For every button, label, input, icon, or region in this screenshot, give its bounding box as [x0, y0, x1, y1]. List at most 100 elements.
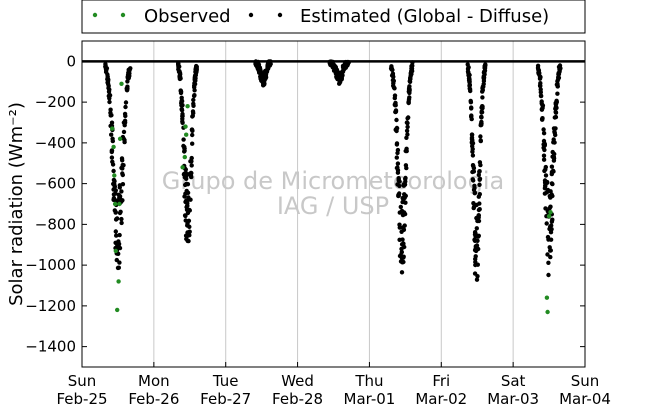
estimated-point [107, 99, 112, 105]
estimated-point [328, 61, 333, 66]
estimated-point [545, 252, 550, 257]
estimated-point [539, 101, 544, 106]
estimated-point [192, 82, 197, 87]
estimated-point [550, 181, 555, 187]
estimated-point [481, 78, 487, 84]
estimated-point [469, 106, 474, 111]
estimated-point [397, 253, 403, 259]
plot-frame [81, 40, 586, 368]
estimated-point [176, 61, 181, 67]
estimated-point [541, 131, 547, 136]
estimated-point [266, 66, 271, 71]
estimated-point [397, 225, 402, 230]
y-tick-label: −400 [35, 134, 76, 152]
estimated-point [106, 77, 111, 82]
estimated-point [189, 155, 194, 161]
y-tick-label: −1400 [25, 338, 76, 356]
estimated-point [470, 153, 476, 158]
estimated-point [183, 167, 188, 172]
observed-point [546, 214, 552, 219]
estimated-point [540, 117, 545, 122]
estimated-point [403, 176, 408, 182]
estimated-point [398, 204, 403, 210]
estimated-point [182, 175, 187, 180]
estimated-point [123, 100, 129, 105]
watermark: Grupo de Micrometeorologia IAG / USP [162, 167, 504, 220]
estimated-point [194, 63, 199, 69]
estimated-point [112, 208, 118, 213]
estimated-point [392, 95, 397, 101]
estimated-point [546, 260, 551, 265]
estimated-point [189, 174, 194, 180]
estimated-point [109, 149, 115, 155]
estimated-point [180, 119, 185, 124]
estimated-point [471, 204, 477, 209]
observed-point [117, 201, 122, 207]
estimated-point [183, 199, 189, 204]
estimated-point [403, 193, 408, 198]
observed-point [185, 104, 190, 109]
estimated-point [473, 259, 478, 265]
estimated-point [404, 135, 409, 140]
estimated-point [182, 194, 187, 199]
estimated-point [191, 97, 196, 103]
estimated-point [396, 177, 401, 182]
y-axis: 0 −200 −400 −600 −800 −1000 −1200 −1400 [25, 52, 585, 356]
estimated-point [470, 141, 476, 146]
x-axis: SunFeb-25MonFeb-26TueFeb-27WedFeb-28ThuM… [56, 362, 611, 408]
estimated-point [542, 168, 547, 174]
y-tick-label: −800 [35, 215, 76, 233]
estimated-point [401, 227, 407, 232]
estimated-point [406, 100, 411, 106]
estimated-point [402, 244, 407, 250]
observed-point [183, 124, 188, 129]
estimated-point [394, 142, 400, 147]
estimated-point [550, 149, 555, 155]
estimated-point [542, 178, 548, 183]
estimated-point [119, 189, 124, 194]
estimated-point [536, 71, 542, 77]
estimated-point [111, 197, 116, 202]
estimated-point [404, 128, 410, 133]
estimated-point [481, 75, 486, 81]
estimated-point [544, 221, 549, 226]
estimated-point [476, 215, 481, 220]
estimated-point [474, 226, 479, 231]
estimated-point [480, 104, 485, 109]
estimated-point [121, 129, 127, 135]
estimated-point [114, 233, 119, 238]
estimated-point [401, 255, 406, 260]
grid-lines [153, 41, 514, 367]
estimated-point [392, 86, 397, 91]
observed-point [112, 173, 117, 178]
estimated-point [410, 63, 415, 68]
estimated-point [399, 249, 404, 255]
estimated-point [194, 68, 199, 73]
estimated-point [389, 66, 394, 71]
estimated-point [189, 159, 194, 164]
observed-point [182, 154, 187, 160]
legend: Observed Estimated (Global - Diffuse) [81, 0, 586, 34]
estimated-point [185, 223, 190, 228]
estimated-point [253, 59, 258, 64]
estimated-point [465, 66, 471, 72]
estimated-point [472, 238, 478, 243]
estimated-point [395, 150, 400, 156]
estimated-point [192, 75, 198, 80]
estimated-point [185, 230, 190, 235]
estimated-point [470, 177, 475, 182]
estimated-point [408, 75, 413, 81]
estimated-point [113, 229, 119, 234]
estimated-point [115, 265, 121, 271]
estimated-point [111, 192, 117, 197]
estimated-point [538, 90, 543, 95]
estimated-point [482, 65, 488, 71]
estimated-point [543, 206, 548, 211]
x-tick-day: Wed [281, 372, 314, 390]
estimated-point [404, 120, 410, 125]
estimated-point [549, 169, 555, 175]
estimated-point [178, 90, 184, 96]
estimated-point [471, 201, 476, 206]
estimated-point [478, 123, 483, 128]
estimated-point [183, 218, 188, 223]
